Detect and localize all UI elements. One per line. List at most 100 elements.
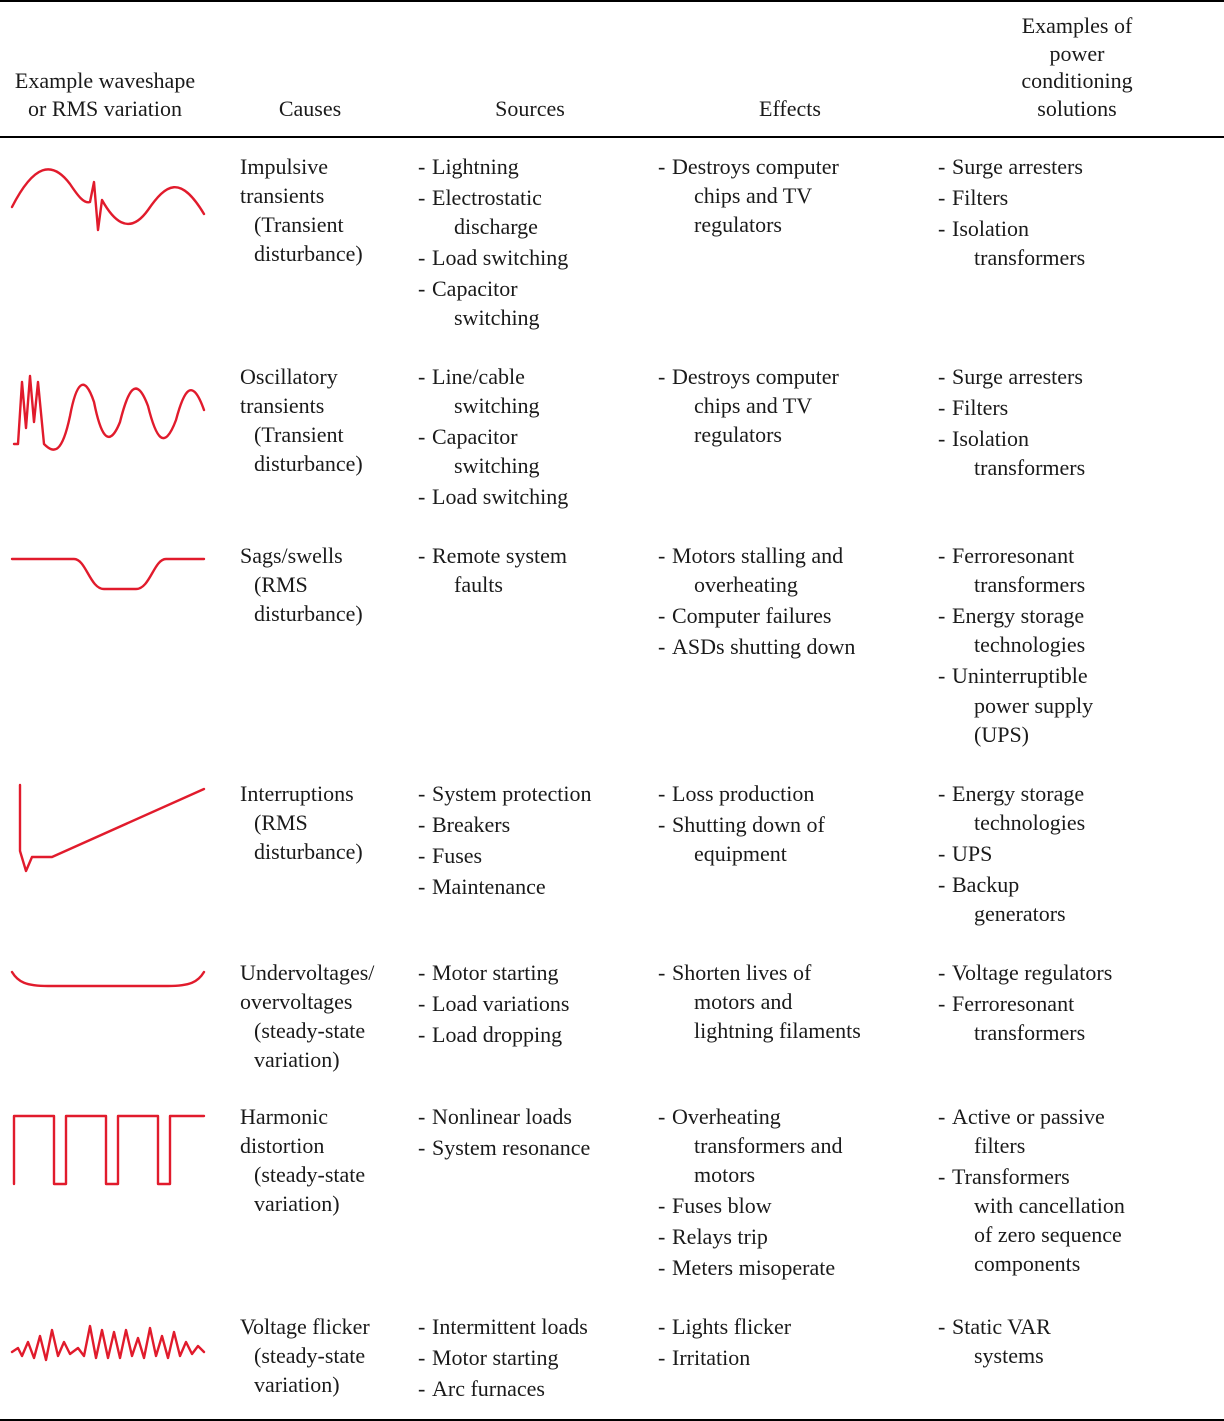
waveshape-flicker-icon <box>8 1312 208 1367</box>
sources-item: Remote systemfaults <box>418 541 642 599</box>
sources-item: Arc furnaces <box>418 1374 642 1403</box>
causes-cell: Harmonicdistortion(steady-statevariation… <box>210 1088 410 1298</box>
cause-main: Harmonicdistortion <box>240 1104 328 1158</box>
effects-list: Lights flickerIrritation <box>658 1312 922 1372</box>
solutions-cell: Energy storagetechnologiesUPSBackupgener… <box>930 765 1224 944</box>
effects-item: ASDs shutting down <box>658 632 922 661</box>
cause-main: Oscillatorytransients <box>240 364 338 418</box>
sources-item: Load switching <box>418 243 642 272</box>
solutions-item: Ferroresonanttransformers <box>938 989 1216 1047</box>
sources-list: System protectionBreakersFusesMaintenanc… <box>418 779 642 901</box>
solutions-item: Surge arresters <box>938 362 1216 391</box>
solutions-cell: FerroresonanttransformersEnergy storaget… <box>930 527 1224 764</box>
sources-item: Capacitorswitching <box>418 274 642 332</box>
effects-item: Overheatingtransformers andmotors <box>658 1102 922 1189</box>
causes-cell: Interruptions(RMSdisturbance) <box>210 765 410 944</box>
sources-cell: Intermittent loadsMotor startingArc furn… <box>410 1298 650 1420</box>
cause-main: Impulsivetransients <box>240 154 328 208</box>
cause-sub: (steady-statevariation) <box>240 1341 402 1399</box>
effects-item: Loss production <box>658 779 922 808</box>
effects-cell: Destroys computerchips and TVregulators <box>650 348 930 527</box>
waveshape-oscillatory-icon <box>8 362 208 457</box>
cause-cell: Impulsivetransients(Transientdisturbance… <box>218 152 402 268</box>
cause-main: Interruptions <box>240 781 354 806</box>
table-row: Undervoltages/overvoltages(steady-statev… <box>0 944 1224 1088</box>
solutions-item: UPS <box>938 839 1216 868</box>
effects-list: Loss productionShutting down ofequipment <box>658 779 922 868</box>
effects-item: Computer failures <box>658 601 922 630</box>
sources-cell: Line/cableswitchingCapacitorswitchingLoa… <box>410 348 650 527</box>
causes-cell: Impulsivetransients(Transientdisturbance… <box>210 137 410 348</box>
cause-main: Undervoltages/overvoltages <box>240 960 374 1014</box>
sources-list: Nonlinear loadsSystem resonance <box>418 1102 642 1162</box>
cause-sub: (steady-statevariation) <box>240 1016 402 1074</box>
sources-item: Load switching <box>418 482 642 511</box>
effects-cell: Overheatingtransformers andmotorsFuses b… <box>650 1088 930 1298</box>
solutions-item: Backupgenerators <box>938 870 1216 928</box>
solutions-cell: Surge arrestersFiltersIsolationtransform… <box>930 137 1224 348</box>
sources-item: Motor starting <box>418 958 642 987</box>
effects-item: Destroys computerchips and TVregulators <box>658 152 922 239</box>
cause-cell: Voltage flicker(steady-statevariation) <box>218 1312 402 1399</box>
table-row: Impulsivetransients(Transientdisturbance… <box>0 137 1224 348</box>
solutions-list: Energy storagetechnologiesUPSBackupgener… <box>938 779 1216 928</box>
solutions-item: Energy storagetechnologies <box>938 779 1216 837</box>
effects-item: Destroys computerchips and TVregulators <box>658 362 922 449</box>
effects-item: Shutting down ofequipment <box>658 810 922 868</box>
solutions-item: Surge arresters <box>938 152 1216 181</box>
effects-item: Relays trip <box>658 1222 922 1251</box>
waveshape-cell <box>0 1298 210 1420</box>
solutions-item: Filters <box>938 183 1216 212</box>
solutions-list: Surge arrestersFiltersIsolationtransform… <box>938 362 1216 482</box>
effects-list: Shorten lives ofmotors andlightning fila… <box>658 958 922 1045</box>
power-quality-table: Example waveshapeor RMS variation Causes… <box>0 0 1224 1421</box>
solutions-item: Transformerswith cancellationof zero seq… <box>938 1162 1216 1278</box>
waveshape-cell <box>0 765 210 944</box>
cause-cell: Oscillatorytransients(Transientdisturban… <box>218 362 402 478</box>
sources-cell: Nonlinear loadsSystem resonance <box>410 1088 650 1298</box>
col-header-sources: Sources <box>410 1 650 137</box>
sources-list: LightningElectrostaticdischargeLoad swit… <box>418 152 642 332</box>
solutions-item: Active or passivefilters <box>938 1102 1216 1160</box>
sources-item: Intermittent loads <box>418 1312 642 1341</box>
col-header-causes: Causes <box>210 1 410 137</box>
solutions-cell: Static VARsystems <box>930 1298 1224 1420</box>
sources-list: Intermittent loadsMotor startingArc furn… <box>418 1312 642 1403</box>
effects-list: Destroys computerchips and TVregulators <box>658 362 922 449</box>
table-row: Sags/swells(RMSdisturbance) Remote system… <box>0 527 1224 764</box>
solutions-item: Filters <box>938 393 1216 422</box>
sources-list: Remote systemfaults <box>418 541 642 599</box>
sources-item: System resonance <box>418 1133 642 1162</box>
effects-item: Lights flicker <box>658 1312 922 1341</box>
waveshape-harmonic-icon <box>8 1102 208 1192</box>
effects-cell: Motors stalling andoverheatingComputer f… <box>650 527 930 764</box>
waveshape-impulsive-icon <box>8 152 208 247</box>
waveshape-undervoltages-icon <box>8 958 208 998</box>
solutions-list: FerroresonanttransformersEnergy storaget… <box>938 541 1216 748</box>
waveshape-interruptions-icon <box>8 779 208 879</box>
sources-item: Line/cableswitching <box>418 362 642 420</box>
solutions-list: Surge arrestersFiltersIsolationtransform… <box>938 152 1216 272</box>
sources-item: Nonlinear loads <box>418 1102 642 1131</box>
cause-sub: (RMSdisturbance) <box>240 570 402 628</box>
table-row: Interruptions(RMSdisturbance)System prot… <box>0 765 1224 944</box>
effects-cell: Destroys computerchips and TVregulators <box>650 137 930 348</box>
cause-sub: (Transientdisturbance) <box>240 420 402 478</box>
cause-main: Sags/swells <box>240 543 343 568</box>
sources-item: Capacitorswitching <box>418 422 642 480</box>
cause-main: Voltage flicker <box>240 1314 370 1339</box>
solutions-item: Static VARsystems <box>938 1312 1216 1370</box>
cause-cell: Interruptions(RMSdisturbance) <box>218 779 402 866</box>
table-body: Impulsivetransients (Transientdisturbance… <box>0 137 1224 1420</box>
effects-list: Destroys computerchips and TVregulators <box>658 152 922 239</box>
solutions-item: Isolationtransformers <box>938 424 1216 482</box>
sources-item: Maintenance <box>418 872 642 901</box>
col-header-effects: Effects <box>650 1 930 137</box>
solutions-list: Static VARsystems <box>938 1312 1216 1370</box>
cause-cell: Harmonicdistortion(steady-statevariation… <box>218 1102 402 1218</box>
solutions-cell: Surge arrestersFiltersIsolationtransform… <box>930 348 1224 527</box>
sources-cell: Remote systemfaults <box>410 527 650 764</box>
effects-item: Shorten lives ofmotors andlightning fila… <box>658 958 922 1045</box>
sources-item: System protection <box>418 779 642 808</box>
effects-item: Motors stalling andoverheating <box>658 541 922 599</box>
